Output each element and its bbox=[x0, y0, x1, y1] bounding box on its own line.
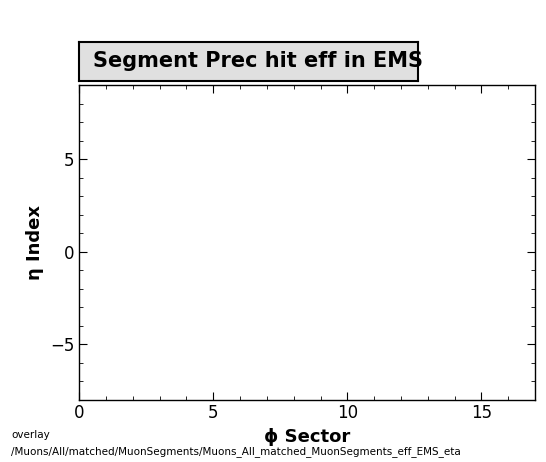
X-axis label: ϕ Sector: ϕ Sector bbox=[264, 428, 350, 446]
Text: overlay: overlay bbox=[11, 430, 50, 440]
Text: Segment Prec hit eff in EMS: Segment Prec hit eff in EMS bbox=[93, 51, 423, 71]
Text: /Muons/All/matched/MuonSegments/Muons_All_matched_MuonSegments_eff_EMS_eta: /Muons/All/matched/MuonSegments/Muons_Al… bbox=[11, 446, 461, 457]
Y-axis label: η Index: η Index bbox=[26, 205, 44, 280]
